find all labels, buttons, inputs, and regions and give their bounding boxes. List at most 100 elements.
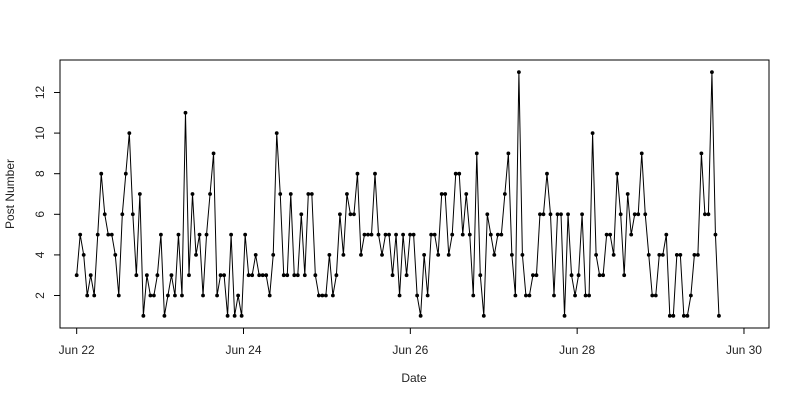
data-point	[520, 253, 525, 257]
data-point	[222, 273, 226, 278]
data-point	[646, 253, 651, 257]
data-point	[359, 253, 363, 257]
data-point	[330, 293, 335, 298]
data-point	[450, 232, 455, 237]
x-tick-label: Jun 30	[726, 343, 762, 357]
data-point	[495, 232, 500, 237]
data-point	[464, 192, 469, 196]
data-point	[685, 313, 690, 318]
data-point	[625, 192, 630, 196]
data-point	[703, 212, 707, 217]
data-point	[439, 192, 444, 196]
data-point	[306, 192, 311, 196]
data-point	[229, 232, 234, 237]
data-point	[239, 313, 244, 318]
y-tick-label: 12	[33, 85, 47, 99]
data-point	[467, 232, 472, 237]
data-point	[380, 253, 384, 257]
data-point	[485, 212, 490, 217]
data-point	[197, 232, 202, 237]
data-point	[422, 253, 427, 257]
data-point	[590, 131, 595, 135]
data-point	[524, 293, 528, 298]
data-point	[281, 273, 286, 278]
data-point	[664, 232, 669, 237]
data-point	[622, 273, 627, 278]
data-point	[643, 212, 648, 217]
data-point	[152, 293, 156, 298]
data-point	[618, 212, 623, 217]
x-axis: Jun 22 Jun 24 Jun 26 Jun 28 Jun 30	[59, 328, 762, 357]
data-point	[292, 273, 297, 278]
data-point	[264, 273, 269, 278]
data-point	[208, 192, 212, 196]
data-point	[432, 232, 437, 237]
data-point	[166, 293, 170, 298]
data-points	[74, 70, 721, 318]
data-point	[692, 253, 697, 257]
data-point	[246, 273, 251, 278]
data-point	[355, 171, 360, 176]
data-point	[109, 232, 114, 237]
data-point	[169, 273, 174, 278]
data-point	[345, 192, 349, 196]
data-point	[78, 232, 83, 237]
data-point	[566, 212, 570, 217]
data-point	[569, 273, 574, 278]
data-point	[88, 273, 93, 278]
data-point	[418, 313, 423, 318]
data-point	[671, 313, 676, 318]
data-point	[183, 110, 188, 115]
data-point	[660, 253, 665, 257]
data-point	[123, 171, 128, 176]
data-point	[394, 232, 398, 237]
data-point	[278, 192, 283, 196]
data-point	[474, 151, 479, 156]
data-point	[137, 192, 142, 196]
data-point	[499, 232, 504, 237]
data-point	[397, 293, 402, 298]
data-point	[362, 232, 367, 237]
y-axis: 2 4 6 8 10 12	[33, 85, 60, 299]
data-point	[274, 131, 279, 135]
data-point	[352, 212, 356, 217]
data-point	[548, 212, 553, 217]
data-point	[674, 253, 679, 257]
data-point	[436, 253, 441, 257]
data-point	[576, 273, 581, 278]
data-point	[162, 313, 167, 318]
data-point	[102, 212, 107, 217]
data-point	[257, 273, 262, 278]
data-point	[99, 171, 104, 176]
data-point	[573, 293, 577, 298]
data-point	[538, 212, 542, 217]
data-point	[713, 232, 718, 237]
data-point	[260, 273, 265, 278]
data-point	[299, 212, 304, 217]
data-point	[492, 253, 497, 257]
data-point	[127, 131, 132, 135]
data-point	[611, 253, 616, 257]
data-point	[513, 293, 518, 298]
data-point	[695, 253, 700, 257]
data-point	[632, 212, 637, 217]
data-point	[148, 293, 153, 298]
data-point	[446, 253, 451, 257]
data-point	[443, 192, 448, 196]
data-point	[141, 313, 146, 318]
data-point	[81, 253, 86, 257]
data-point	[134, 273, 139, 278]
data-point	[320, 293, 325, 298]
data-point	[706, 212, 711, 217]
y-tick-label: 2	[33, 292, 47, 299]
series-line	[76, 72, 720, 317]
data-point	[415, 293, 420, 298]
data-point	[488, 232, 493, 237]
data-point	[366, 232, 370, 237]
data-point	[401, 232, 405, 237]
data-point	[176, 232, 181, 237]
data-point	[190, 192, 195, 196]
data-point	[341, 253, 346, 257]
data-point	[717, 313, 721, 318]
data-point	[404, 273, 409, 278]
